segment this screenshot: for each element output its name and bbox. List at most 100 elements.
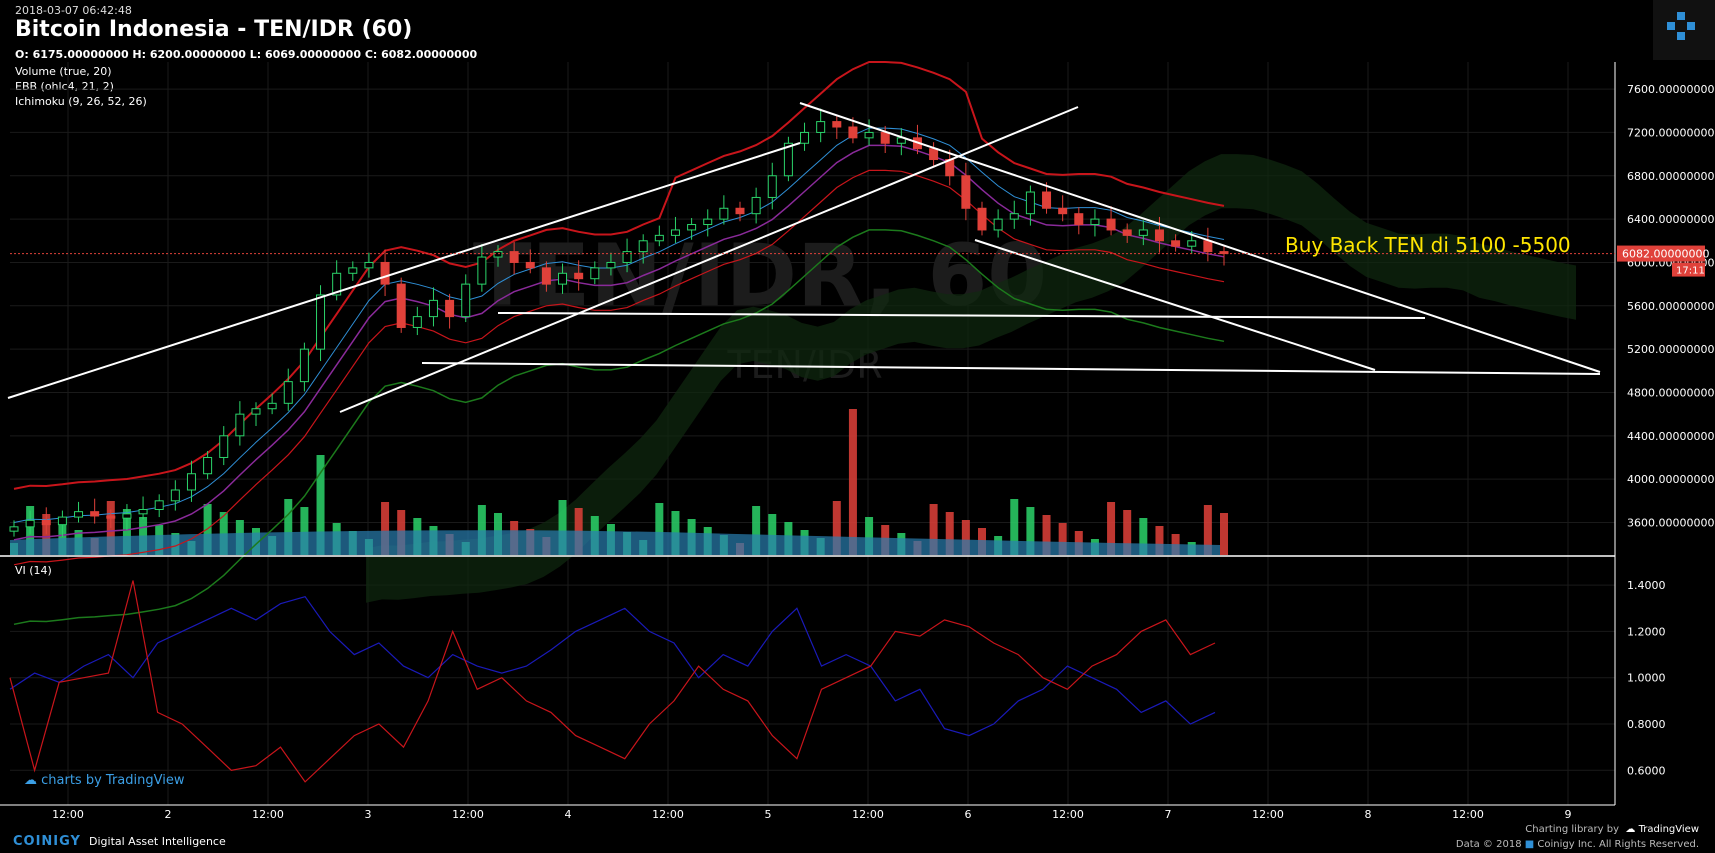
candle-body [1042,191,1052,209]
candle-body [912,137,922,150]
volume-bar [913,541,922,555]
coinigy-brand[interactable]: COINIGY [13,834,81,849]
candle-body [283,381,293,404]
indicator-ichimoku[interactable]: Ichimoku (9, 26, 52, 26) [15,95,147,108]
x-tick-label: 2 [165,808,172,821]
candle-body [1187,240,1197,247]
volume-bar [526,529,535,555]
candle-body [961,175,971,209]
vi-plus-line [9,596,1216,737]
candle-body [783,142,793,177]
candle-body [993,218,1003,231]
candle-body [848,126,858,139]
candle-body [186,473,196,491]
volume-bar [736,543,744,555]
coinigy-logo-icon[interactable] [1653,0,1715,60]
y-tick-label: 7600.00000000 [1627,83,1714,96]
countdown-label: 17:11 [1676,266,1705,277]
candle-body [945,159,955,177]
charting-library-credit[interactable]: Charting library by ☁ TradingView [1525,824,1699,835]
volume-bar [1010,499,1019,555]
candle-body [703,218,713,226]
volume-bar [655,503,664,555]
candle-body [574,272,584,280]
volume-bar [1123,510,1132,555]
candle-body [25,519,35,528]
volume-bar [187,541,196,555]
charts-by-tradingview[interactable]: ☁ charts by TradingView [24,773,185,788]
candle-body [1203,240,1213,253]
volume-bar [1220,513,1228,555]
tenkan-line [13,127,1225,523]
candle-body [235,413,245,437]
volume-bar [429,526,438,555]
y-tick-label: 7200.00000000 [1627,126,1714,139]
countdown-tag [1672,262,1705,277]
volume-bar [58,522,67,555]
x-tick-label: 12:00 [852,808,884,821]
volume-bar [881,525,890,555]
trend-line [974,239,1376,371]
x-tick-label: 12:00 [1052,808,1084,821]
y-tick-label: 4400.00000000 [1627,430,1714,443]
volume-bar [945,512,954,555]
volume-bar [639,540,648,555]
volume-ma [10,530,1220,555]
candle-body [299,348,309,383]
x-tick-label: 9 [1565,808,1572,821]
candle-body [445,299,455,318]
volume-bar [171,533,180,555]
volume-bar [397,510,406,555]
ichimoku-cloud [366,154,1576,603]
candle-body [90,511,100,517]
indicator-volume[interactable]: Volume (true, 20) [15,65,112,78]
volume-bar [752,506,761,555]
volume-bar [235,520,244,555]
candle-body [1058,207,1068,215]
volume-bar [929,504,938,555]
candle-body [1219,251,1229,255]
buy-back-annotation[interactable]: Buy Back TEN di 5100 -5500 [1285,233,1571,257]
y-tick-label: 3600.00000000 [1627,516,1714,529]
volume-bar [494,513,502,555]
volume-bar [381,502,390,555]
volume-bar [1074,531,1083,555]
candle-body [428,299,438,318]
candle-body [880,131,890,144]
candle-body [735,207,745,215]
y-tick-label: 5200.00000000 [1627,343,1714,356]
y-tick-label: 6800.00000000 [1627,170,1714,183]
indicator-ebb[interactable]: EBB (ohlc4, 21, 2) [15,80,114,93]
candle-body [590,267,600,280]
volume-bar [284,499,293,555]
candle-body [541,267,551,285]
candle-body [800,131,810,144]
x-tick-label: 8 [1365,808,1372,821]
volume-bar [348,531,357,555]
candle-body [896,137,906,144]
candle-body [170,489,180,502]
volume-bar [768,514,777,555]
volume-bar [252,528,260,555]
vi-tick-label: 1.0000 [1627,672,1666,685]
vi-minus-line [9,580,1216,783]
trend-line [497,312,1426,319]
candle-body [348,267,358,274]
candle-body [380,261,390,285]
trend-line [339,106,1079,413]
trend-line [799,102,1601,373]
volume-bar [1058,523,1067,555]
volume-bar [671,511,680,555]
x-tick-label: 12:00 [452,808,484,821]
candle-body [977,207,987,231]
volume-bar [994,536,1003,555]
volume-bar [1042,515,1051,555]
candle-body [638,240,648,253]
copyright: Data © 2018 ■ Coinigy Inc. All Rights Re… [1455,839,1699,850]
candle-body [461,283,471,318]
volume-bar [961,520,970,555]
candle-body [364,261,374,269]
candle-body [332,272,342,296]
candle-body [74,511,84,518]
